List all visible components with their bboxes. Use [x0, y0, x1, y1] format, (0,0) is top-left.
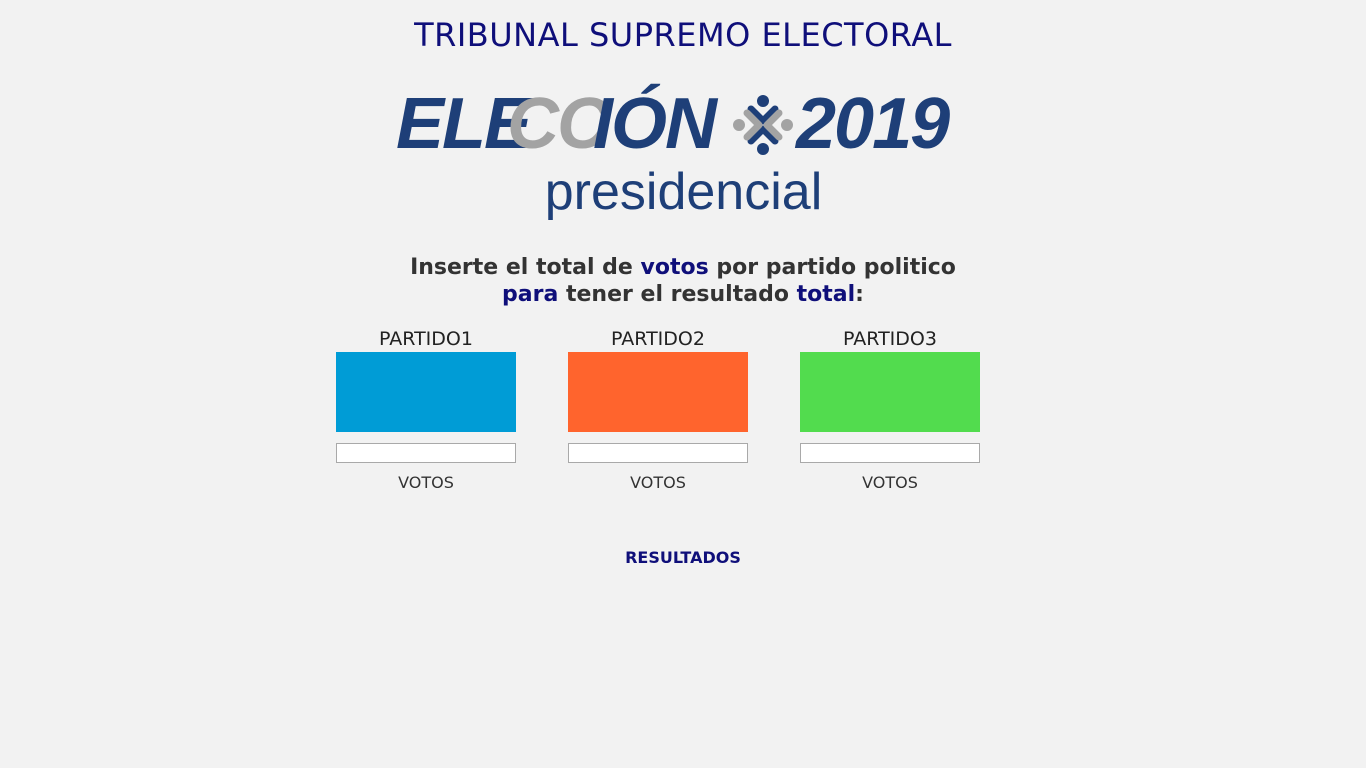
party-color-swatch — [568, 352, 748, 432]
logo-word-ele: ELE — [396, 84, 532, 164]
party-votes-label: VOTOS — [862, 473, 918, 492]
party-votes-input[interactable] — [336, 443, 516, 463]
logo-subtitle: presidencial — [544, 163, 823, 221]
party-name: PARTIDO1 — [379, 328, 473, 350]
instructions-highlight: para — [502, 282, 559, 307]
party-votes-input[interactable] — [800, 443, 980, 463]
instructions-line-2: para tener el resultado total: — [0, 281, 1366, 308]
party-card-2: PARTIDO2 VOTOS — [568, 326, 748, 493]
instructions-highlight: votos — [640, 255, 709, 280]
page-title: TRIBUNAL SUPREMO ELECTORAL — [414, 16, 952, 54]
logo-year: 2019 — [796, 84, 950, 164]
party-votes-input[interactable] — [568, 443, 748, 463]
party-name: PARTIDO2 — [611, 328, 705, 350]
instructions-text-part: Inserte el total de — [410, 255, 641, 280]
instructions-text-part: : — [855, 282, 864, 307]
logo-word-ion: IÓN — [593, 84, 717, 164]
results-button[interactable]: RESULTADOS — [625, 548, 741, 567]
people-emblem-icon — [733, 95, 793, 155]
instructions-text-part: por partido politico — [708, 255, 956, 280]
election-logo: ELE CC IÓN 2019 presidencial — [396, 84, 976, 234]
instructions-text: Inserte el total de votos por partido po… — [0, 254, 1366, 308]
party-votes-label: VOTOS — [398, 473, 454, 492]
instructions-text-part: tener el resultado — [558, 282, 797, 307]
party-color-swatch — [336, 352, 516, 432]
party-name: PARTIDO3 — [843, 328, 937, 350]
instructions-line-1: Inserte el total de votos por partido po… — [0, 254, 1366, 281]
instructions-highlight: total — [796, 282, 856, 307]
logo-word-cc: CC — [507, 84, 609, 164]
party-card-1: PARTIDO1 VOTOS — [336, 326, 516, 493]
party-votes-label: VOTOS — [630, 473, 686, 492]
party-color-swatch — [800, 352, 980, 432]
party-card-3: PARTIDO3 VOTOS — [800, 326, 980, 493]
